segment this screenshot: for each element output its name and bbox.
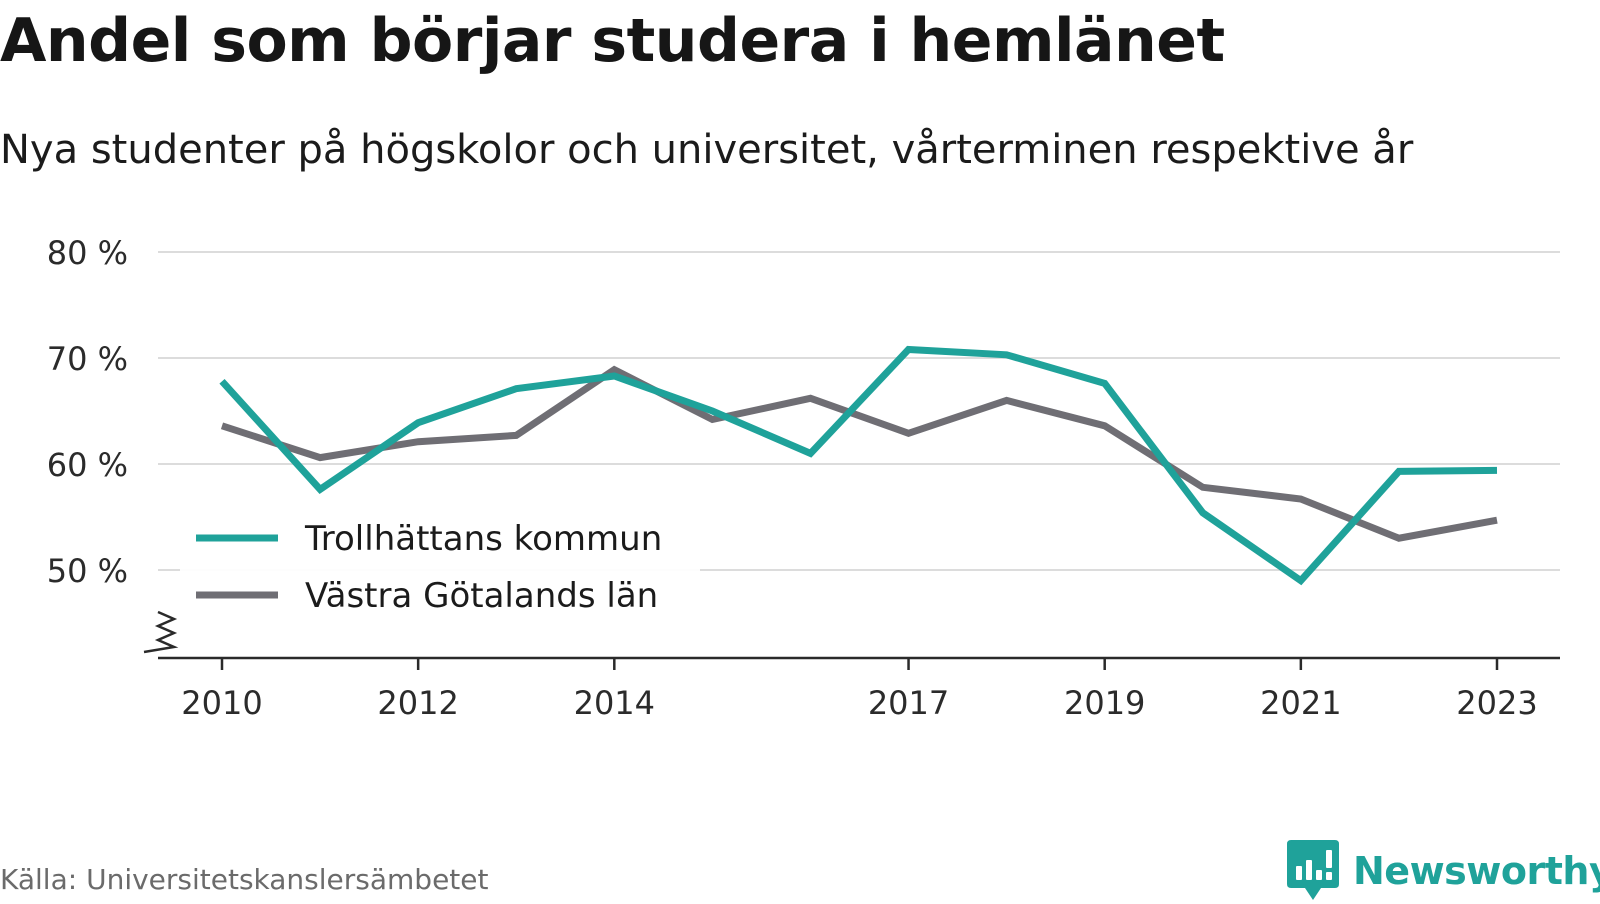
series-line-1 xyxy=(219,345,1498,586)
x-tick-label: 2012 xyxy=(377,684,458,722)
x-tick-label: 2010 xyxy=(181,684,262,722)
x-tick-label: 2023 xyxy=(1456,684,1537,722)
y-tick-label: 70 % xyxy=(47,340,128,378)
legend-label: Västra Götalands län xyxy=(305,576,658,616)
chart-title: Andel som börjar studera i hemlänet xyxy=(0,6,1225,76)
y-axis-break-icon xyxy=(143,610,179,654)
x-axis-ticks: 2010 2012 2014 2017 2019 2021 2023 xyxy=(181,658,1538,722)
x-tick-label: 2021 xyxy=(1260,684,1341,722)
brand-name: Newsworthy xyxy=(1353,849,1600,893)
y-axis-tick-labels: 50 % 60 % 70 % 80 % xyxy=(47,234,128,590)
x-tick-label: 2014 xyxy=(574,684,655,722)
newsworthy-logo-icon xyxy=(1287,840,1339,900)
series-lines xyxy=(219,345,1498,586)
legend-background xyxy=(180,512,700,632)
y-tick-label: 50 % xyxy=(47,552,128,590)
legend: Trollhättans kommun Västra Götalands län xyxy=(180,512,700,632)
series-line-2 xyxy=(220,365,1498,542)
chart-subtitle: Nya studenter på högskolor och universit… xyxy=(0,127,1414,173)
x-axis xyxy=(143,610,1560,660)
x-tick-label: 2019 xyxy=(1064,684,1145,722)
source-note: Källa: Universitetskanslersämbetet xyxy=(0,863,489,896)
brand-logo: Newsworthy xyxy=(1287,838,1600,904)
y-tick-label: 80 % xyxy=(47,234,128,272)
x-tick-label: 2017 xyxy=(868,684,949,722)
legend-label: Trollhättans kommun xyxy=(304,519,662,559)
y-tick-label: 60 % xyxy=(47,446,128,484)
